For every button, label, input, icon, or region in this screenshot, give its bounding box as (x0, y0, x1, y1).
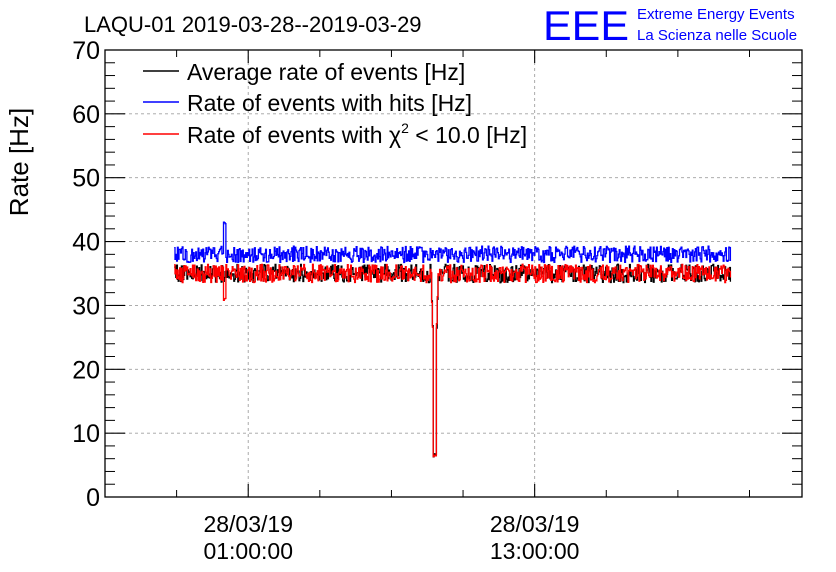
y-tick-label: 10 (72, 420, 100, 448)
legend-label-chi2: Rate of events with χ2 < 10.0 [Hz] (187, 120, 527, 148)
legend-label-average: Average rate of events [Hz] (187, 59, 465, 85)
series-line-chi2 (174, 263, 732, 458)
eee-logo-line2: La Scienza nelle Scuole (637, 27, 797, 44)
axis-layer: 01020304050607028/03/1901:00:0028/03/191… (72, 37, 802, 564)
legend: Average rate of events [Hz] Rate of even… (143, 59, 527, 148)
grid-lines (105, 50, 802, 497)
series-layer (174, 221, 732, 458)
y-tick-label: 0 (86, 484, 100, 512)
y-tick-label: 20 (72, 356, 100, 384)
eee-logo-line1: Extreme Energy Events (637, 6, 795, 23)
y-tick-label: 40 (72, 229, 100, 257)
legend-label-hits: Rate of events with hits [Hz] (187, 90, 472, 116)
eee-logo: EEE Extreme Energy Events La Scienza nel… (543, 2, 797, 49)
x-tick-label-time: 01:00:00 (203, 538, 293, 564)
y-tick-label: 60 (72, 101, 100, 129)
y-tick-label: 70 (72, 37, 100, 65)
eee-logo-mark: EEE (543, 2, 629, 49)
y-tick-label: 50 (72, 165, 100, 193)
chart-title: LAQU-01 2019-03-28--2019-03-29 (84, 12, 422, 37)
x-tick-label-date: 28/03/19 (490, 511, 580, 537)
series-line-hits (174, 221, 732, 264)
y-axis-label: Rate [Hz] (4, 108, 34, 216)
x-tick-label-time: 13:00:00 (490, 538, 580, 564)
y-tick-label: 30 (72, 292, 100, 320)
plot-frame (104, 49, 803, 498)
x-tick-label-date: 28/03/19 (203, 511, 293, 537)
